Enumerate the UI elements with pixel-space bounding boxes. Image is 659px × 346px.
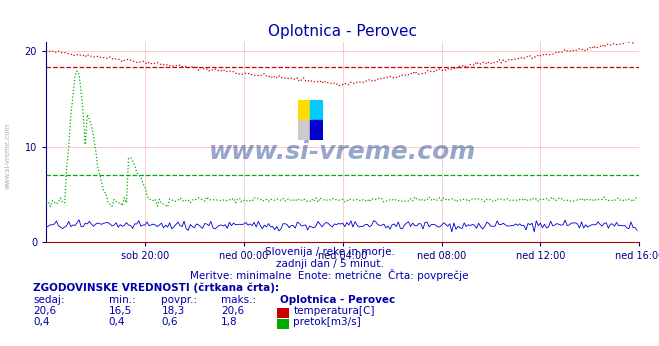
Text: 1,8: 1,8 (221, 317, 237, 327)
Text: maks.:: maks.: (221, 295, 256, 305)
Text: temperatura[C]: temperatura[C] (293, 306, 375, 316)
Text: 16,5: 16,5 (109, 306, 132, 316)
Text: pretok[m3/s]: pretok[m3/s] (293, 317, 361, 327)
Text: 20,6: 20,6 (33, 306, 56, 316)
Text: 18,3: 18,3 (161, 306, 185, 316)
Text: ZGODOVINSKE VREDNOSTI (črtkana črta):: ZGODOVINSKE VREDNOSTI (črtkana črta): (33, 283, 279, 293)
Text: www.si-vreme.com: www.si-vreme.com (5, 122, 11, 189)
Bar (298, 100, 310, 120)
Text: Slovenija / reke in morje.: Slovenija / reke in morje. (264, 247, 395, 257)
Bar (277, 308, 289, 318)
Title: Oplotnica - Perovec: Oplotnica - Perovec (268, 24, 417, 39)
Text: 0,4: 0,4 (33, 317, 49, 327)
Text: zadnji dan / 5 minut.: zadnji dan / 5 minut. (275, 259, 384, 269)
Bar (277, 319, 289, 329)
Text: Oplotnica - Perovec: Oplotnica - Perovec (280, 295, 395, 305)
Text: 0,4: 0,4 (109, 317, 125, 327)
Bar (298, 120, 310, 140)
Bar (310, 120, 323, 140)
Text: Meritve: minimalne  Enote: metrične  Črta: povprečje: Meritve: minimalne Enote: metrične Črta:… (190, 269, 469, 281)
Text: 0,6: 0,6 (161, 317, 178, 327)
Text: povpr.:: povpr.: (161, 295, 198, 305)
Text: www.si-vreme.com: www.si-vreme.com (209, 140, 476, 164)
Text: 20,6: 20,6 (221, 306, 244, 316)
Text: min.:: min.: (109, 295, 136, 305)
Text: sedaj:: sedaj: (33, 295, 65, 305)
Bar (310, 100, 323, 120)
